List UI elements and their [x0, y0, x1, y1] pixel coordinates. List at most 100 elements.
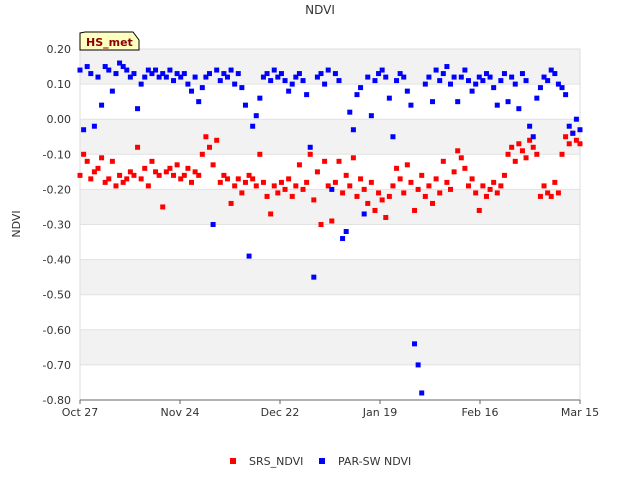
data-point	[519, 71, 525, 77]
data-point	[199, 151, 205, 157]
data-point	[138, 81, 144, 87]
data-point	[242, 102, 248, 108]
data-point	[573, 137, 579, 143]
data-point	[426, 183, 432, 189]
data-point	[494, 190, 500, 196]
data-point	[347, 109, 353, 115]
data-point	[408, 102, 414, 108]
data-point	[379, 67, 385, 73]
data-point	[487, 74, 493, 80]
data-point	[160, 71, 166, 77]
chart-title: NDVI	[305, 3, 335, 17]
data-point	[84, 64, 90, 70]
data-point	[99, 102, 105, 108]
data-point	[199, 85, 205, 91]
data-point	[354, 92, 360, 98]
x-tick-label: Nov 24	[161, 406, 200, 419]
data-point	[271, 67, 277, 73]
data-point	[268, 211, 274, 217]
data-point	[210, 162, 216, 168]
data-point	[386, 193, 392, 199]
data-point	[480, 78, 486, 84]
data-point	[433, 176, 439, 182]
data-point	[217, 78, 223, 84]
data-point	[106, 67, 112, 73]
data-point	[235, 71, 241, 77]
data-point	[88, 71, 94, 77]
data-point	[253, 113, 259, 119]
data-point	[106, 176, 112, 182]
data-point	[257, 151, 263, 157]
data-point	[415, 362, 421, 368]
grid-band	[80, 49, 580, 85]
data-point	[232, 81, 238, 87]
x-tick-label: Jan 19	[362, 406, 397, 419]
y-axis: 0.20 0.10 0.00 -0.10 -0.20 -0.30 -0.40 -0.50 -0.…	[43, 43, 71, 407]
data-point	[145, 183, 151, 189]
data-point	[250, 176, 256, 182]
data-point	[465, 183, 471, 189]
data-point	[577, 141, 583, 147]
data-point	[203, 74, 209, 80]
grid-band	[80, 294, 580, 330]
data-point	[448, 81, 454, 87]
data-point	[81, 127, 87, 133]
y-tick-label: 0.00	[47, 113, 72, 126]
x-tick-label: Oct 27	[62, 406, 99, 419]
data-point	[354, 193, 360, 199]
data-point	[120, 64, 126, 70]
data-point	[397, 176, 403, 182]
legend-swatch	[230, 458, 236, 464]
data-point	[307, 144, 313, 150]
data-point	[476, 74, 482, 80]
data-point	[127, 169, 133, 175]
data-point	[153, 67, 159, 73]
data-point	[376, 190, 382, 196]
data-point	[171, 78, 177, 84]
data-point	[286, 88, 292, 94]
data-point	[404, 88, 410, 94]
data-point	[537, 193, 543, 199]
data-point	[563, 134, 569, 140]
data-point	[469, 176, 475, 182]
data-point	[451, 74, 457, 80]
data-point	[289, 81, 295, 87]
data-point	[494, 102, 500, 108]
data-point	[260, 74, 266, 80]
y-tick-label: -0.50	[43, 289, 71, 302]
data-point	[282, 186, 288, 192]
data-point	[390, 183, 396, 189]
data-point	[498, 183, 504, 189]
data-point	[296, 162, 302, 168]
data-point	[224, 74, 230, 80]
data-point	[541, 74, 547, 80]
data-point	[131, 172, 137, 178]
data-point	[178, 176, 184, 182]
data-point	[437, 190, 443, 196]
data-point	[228, 200, 234, 206]
data-point	[512, 81, 518, 87]
y-tick-label: 0.10	[47, 78, 72, 91]
data-point	[232, 183, 238, 189]
data-point	[206, 144, 212, 150]
data-point	[167, 67, 173, 73]
data-point	[102, 179, 108, 185]
data-point	[509, 74, 515, 80]
y-tick-label: -0.40	[43, 254, 71, 267]
data-point	[124, 67, 130, 73]
data-point	[548, 67, 554, 73]
data-point	[120, 179, 126, 185]
data-point	[257, 95, 263, 101]
data-point	[275, 190, 281, 196]
data-point	[189, 179, 195, 185]
data-point	[455, 148, 461, 154]
x-tick-label: Dec 22	[261, 406, 300, 419]
data-point	[181, 172, 187, 178]
data-point	[203, 134, 209, 140]
data-point	[109, 158, 115, 164]
site-badge-text: HS_met	[86, 36, 133, 49]
data-point	[81, 151, 87, 157]
data-point	[483, 193, 489, 199]
data-point	[235, 176, 241, 182]
data-point	[246, 253, 252, 259]
